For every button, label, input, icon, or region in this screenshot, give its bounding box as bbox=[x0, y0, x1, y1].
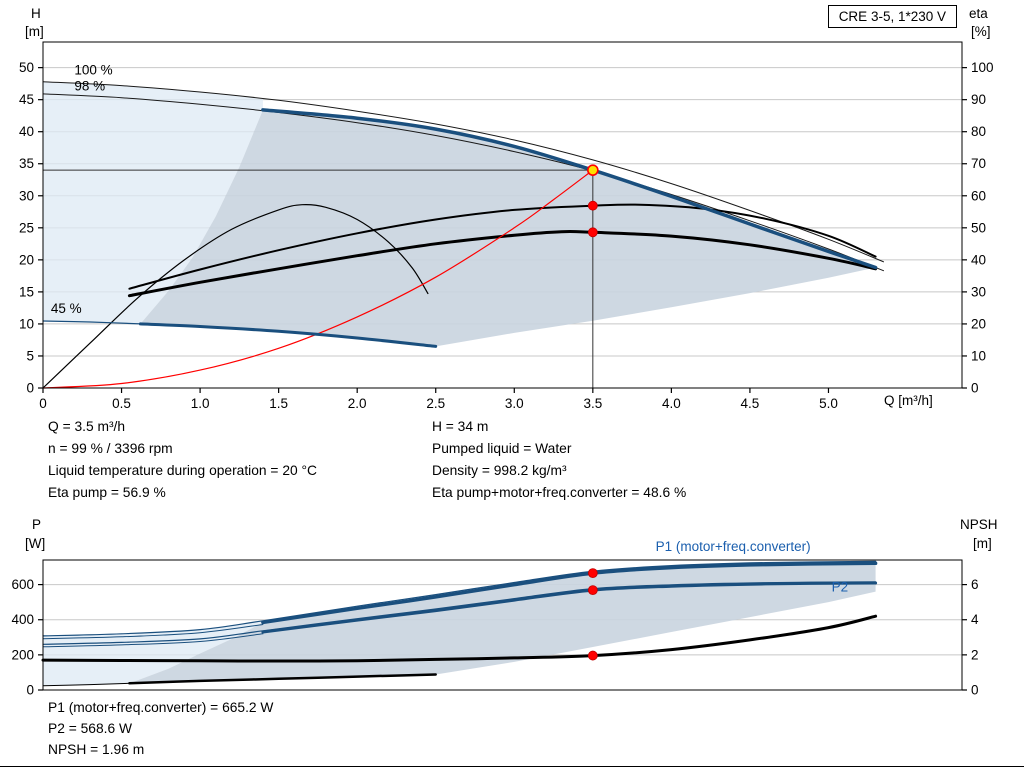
readout-flow: Q = 3.5 m³/h bbox=[48, 419, 126, 434]
y-right-tick-label: 40 bbox=[971, 252, 986, 267]
x-tick-label: 4.5 bbox=[741, 396, 760, 411]
y-right-tick-label: 0 bbox=[971, 683, 979, 698]
p2-label: P2 bbox=[832, 580, 849, 595]
q-axis-label: Q [m³/h] bbox=[884, 393, 933, 408]
y-left-tick-label: 45 bbox=[19, 92, 34, 107]
min-speed-p-curve bbox=[128, 673, 437, 685]
readout-eta-pump: Eta pump = 56.9 % bbox=[48, 485, 166, 500]
p-envelope-gray bbox=[129, 563, 876, 684]
y-left-tick-label: 30 bbox=[19, 188, 34, 203]
pump-variant-box: CRE 3-5, 1*230 V bbox=[827, 5, 957, 28]
y-right-tick-label: 90 bbox=[971, 92, 986, 107]
y-left-tick-label: 200 bbox=[11, 647, 34, 662]
y-left-tick-label: 15 bbox=[19, 284, 34, 299]
y-right-tick-label: 6 bbox=[971, 577, 979, 592]
plot-border bbox=[42, 559, 963, 691]
plot-border bbox=[42, 41, 963, 389]
p-axis-unit: [W] bbox=[25, 536, 46, 551]
speed-100-label: 100 % bbox=[74, 63, 112, 78]
eta-axis-unit: [%] bbox=[971, 24, 991, 39]
y-right-tick-label: 20 bbox=[971, 316, 986, 331]
y-left-tick-label: 40 bbox=[19, 124, 34, 139]
readout-pumped-liquid: Pumped liquid = Water bbox=[432, 441, 572, 456]
readout-p2: P2 = 568.6 W bbox=[48, 721, 132, 736]
speed-98-label: 98 % bbox=[74, 79, 105, 94]
eta-total-curve bbox=[127, 229, 878, 298]
y-right-tick-label: 100 bbox=[971, 60, 994, 75]
eta-total-point bbox=[587, 227, 598, 238]
eta-axis-label: eta bbox=[969, 6, 988, 21]
x-tick-label: 3.0 bbox=[505, 396, 524, 411]
y-right-tick-label: 70 bbox=[971, 156, 986, 171]
y-left-tick-label: 0 bbox=[26, 683, 34, 698]
x-tick-label: 4.0 bbox=[662, 396, 681, 411]
min-speed-curve bbox=[138, 322, 438, 348]
x-tick-label: 0 bbox=[39, 396, 47, 411]
npsh-axis-unit: [m] bbox=[973, 536, 992, 551]
speed-98-curve bbox=[42, 93, 884, 272]
x-tick-label: 1.0 bbox=[191, 396, 210, 411]
y-left-tick-label: 35 bbox=[19, 156, 34, 171]
speed-45-label: 45 % bbox=[51, 301, 82, 316]
npsh-axis-label: NPSH bbox=[960, 517, 998, 532]
x-tick-label: 1.5 bbox=[269, 396, 288, 411]
npsh-point bbox=[587, 650, 598, 661]
readout-liquid-temp: Liquid temperature during operation = 20… bbox=[48, 463, 317, 478]
y-right-tick-label: 0 bbox=[971, 381, 979, 396]
readout-head: H = 34 m bbox=[432, 419, 489, 434]
y-right-tick-label: 60 bbox=[971, 188, 986, 203]
readout-density: Density = 998.2 kg/m³ bbox=[432, 463, 567, 478]
npsh-curve bbox=[41, 614, 878, 663]
y-right-tick-label: 2 bbox=[971, 647, 979, 662]
p1-label: P1 (motor+freq.converter) bbox=[656, 539, 811, 554]
x-tick-label: 2.5 bbox=[426, 396, 445, 411]
y-right-tick-label: 50 bbox=[971, 220, 986, 235]
readout-speed: n = 99 % / 3396 rpm bbox=[48, 441, 173, 456]
operating-point[interactable] bbox=[587, 164, 599, 176]
y-left-tick-label: 5 bbox=[26, 348, 34, 363]
p1-point bbox=[587, 568, 598, 579]
y-left-tick-label: 600 bbox=[11, 577, 34, 592]
h-axis-unit: [m] bbox=[25, 24, 44, 39]
y-left-tick-label: 20 bbox=[19, 252, 34, 267]
x-tick-label: 0.5 bbox=[112, 396, 131, 411]
readout-p1: P1 (motor+freq.converter) = 665.2 W bbox=[48, 700, 274, 715]
y-left-tick-label: 25 bbox=[19, 220, 34, 235]
affinity-parabola bbox=[42, 169, 594, 389]
y-left-tick-label: 400 bbox=[11, 612, 34, 627]
p2-point bbox=[587, 585, 598, 596]
x-tick-label: 5.0 bbox=[819, 396, 838, 411]
min-speed-curve-ext bbox=[42, 320, 141, 325]
eta-min-speed-curve bbox=[42, 203, 429, 389]
readout-eta-total: Eta pump+motor+freq.converter = 48.6 % bbox=[432, 485, 687, 500]
eta-pump-point bbox=[587, 200, 598, 211]
speed-100-curve bbox=[42, 81, 884, 263]
h-axis-label: H bbox=[31, 6, 41, 21]
y-right-tick-label: 80 bbox=[971, 124, 986, 139]
p2-curve bbox=[261, 581, 878, 634]
y-left-tick-label: 50 bbox=[19, 60, 34, 75]
p2-98-curve bbox=[42, 633, 264, 648]
p-axis-label: P bbox=[32, 517, 42, 532]
eta-pump-curve bbox=[128, 203, 877, 290]
bottom-divider bbox=[0, 766, 1024, 767]
readout-npsh: NPSH = 1.96 m bbox=[48, 742, 145, 757]
x-tick-label: 3.5 bbox=[583, 396, 602, 411]
y-left-tick-label: 10 bbox=[19, 316, 34, 331]
p1-100-curve bbox=[42, 560, 877, 637]
envelope-light bbox=[43, 81, 263, 324]
y-right-tick-label: 10 bbox=[971, 348, 986, 363]
envelope-gray bbox=[140, 109, 876, 347]
y-left-tick-label: 0 bbox=[26, 381, 34, 396]
p1-98-curve bbox=[42, 624, 264, 640]
min-speed-p-curve-ext bbox=[42, 682, 130, 687]
p1-curve bbox=[261, 561, 878, 625]
x-tick-label: 2.0 bbox=[348, 396, 367, 411]
y-right-tick-label: 4 bbox=[971, 612, 979, 627]
y-right-tick-label: 30 bbox=[971, 284, 986, 299]
